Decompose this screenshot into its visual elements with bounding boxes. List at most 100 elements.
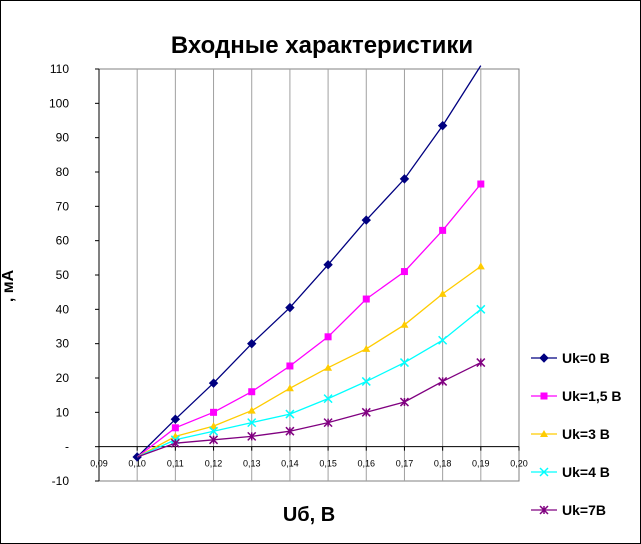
x-tick-label: 0,12 bbox=[205, 459, 223, 469]
series-line bbox=[136, 308, 482, 458]
series-line bbox=[136, 183, 482, 458]
series-3 bbox=[136, 262, 485, 458]
data-point bbox=[323, 418, 333, 428]
data-point bbox=[361, 407, 371, 417]
data-point bbox=[170, 414, 181, 424]
y-tick-label: 50 bbox=[56, 268, 70, 282]
legend-item: Uk=7В bbox=[531, 502, 606, 518]
data-point bbox=[438, 376, 448, 386]
data-point bbox=[285, 384, 294, 392]
data-point bbox=[210, 408, 218, 416]
legend-item: Uk=4 В bbox=[531, 464, 610, 480]
y-tick-label: - bbox=[65, 440, 69, 454]
data-point bbox=[247, 338, 257, 349]
data-point bbox=[399, 358, 409, 368]
series-line bbox=[136, 265, 482, 458]
data-point bbox=[400, 268, 408, 276]
data-point bbox=[438, 335, 448, 345]
data-point bbox=[248, 388, 256, 396]
data-point bbox=[540, 430, 548, 437]
data-point bbox=[170, 438, 180, 448]
x-tick-label: 0,11 bbox=[167, 459, 184, 469]
legend: Uk=0 В Uk=1,5 В Uk=3 В Uk=4 В Uk=7В bbox=[531, 350, 622, 518]
y-tick-label: 110 bbox=[50, 62, 69, 76]
data-point bbox=[476, 262, 485, 270]
x-tick-label: 0,13 bbox=[243, 459, 261, 469]
data-point bbox=[362, 344, 371, 352]
x-tick-label: 0,14 bbox=[281, 459, 299, 469]
legend-label: Uk=4 В bbox=[562, 464, 610, 480]
series-line bbox=[136, 362, 482, 458]
grid-lines bbox=[136, 69, 482, 481]
chart-title: Входные характеристики bbox=[171, 32, 473, 59]
x-tick-label: 0,18 bbox=[434, 459, 452, 469]
data-point bbox=[539, 353, 549, 363]
data-point bbox=[323, 259, 333, 270]
data-point bbox=[477, 180, 485, 188]
y-tick-label: 20 bbox=[56, 371, 70, 385]
legend-label: Uk=3 В bbox=[562, 426, 610, 442]
data-point bbox=[324, 333, 332, 341]
data-point bbox=[362, 295, 370, 303]
data-point bbox=[247, 431, 257, 441]
data-point bbox=[209, 422, 218, 430]
data-point bbox=[208, 378, 219, 388]
data-point bbox=[361, 376, 371, 386]
y-tick-label: 100 bbox=[49, 96, 69, 110]
data-point bbox=[209, 435, 219, 445]
plot-area bbox=[98, 68, 520, 482]
data-point bbox=[247, 418, 257, 428]
x-tick-label: 0,20 bbox=[510, 459, 528, 469]
x-tick-label: 0,17 bbox=[396, 459, 414, 469]
data-point bbox=[285, 409, 295, 419]
data-point bbox=[247, 406, 256, 414]
data-point bbox=[171, 424, 179, 432]
data-point bbox=[324, 363, 333, 371]
data-point bbox=[400, 320, 409, 328]
y-tick-label: 10 bbox=[56, 405, 70, 419]
data-point bbox=[285, 302, 295, 313]
y-tick-label: 30 bbox=[56, 337, 70, 351]
x-tick-label: 0,19 bbox=[472, 459, 490, 469]
data-point bbox=[439, 226, 447, 234]
data-point bbox=[437, 120, 448, 131]
x-tick-labels: 0,09 0,10 0,11 0,12 0,13 0,14 0,15 0,16 0,17 0,18… bbox=[90, 459, 528, 469]
x-tick-label: 0,16 bbox=[358, 459, 376, 469]
y-tick-label: 90 bbox=[56, 131, 70, 145]
x-tick-label: 0,09 bbox=[90, 459, 108, 469]
legend-label: Uk=0 В bbox=[562, 350, 610, 366]
x-tick-label: 0,15 bbox=[319, 459, 337, 469]
data-point bbox=[399, 397, 409, 407]
series-lines bbox=[132, 65, 486, 462]
data-point bbox=[476, 304, 486, 314]
y-tick-label: 70 bbox=[56, 199, 70, 213]
data-point bbox=[323, 394, 333, 404]
series-2 bbox=[136, 180, 485, 458]
series-line bbox=[136, 65, 482, 458]
y-axis-label: , мА bbox=[1, 269, 17, 302]
data-point bbox=[438, 289, 447, 297]
data-point bbox=[286, 362, 294, 370]
y-tick-label: 80 bbox=[56, 165, 70, 179]
y-tick-label: 60 bbox=[56, 234, 70, 248]
legend-item: Uk=1,5 В bbox=[531, 388, 622, 404]
data-point bbox=[399, 174, 410, 184]
y-tick-label: 40 bbox=[56, 302, 70, 316]
x-axis-label: Uб, В bbox=[283, 504, 335, 526]
legend-item: Uk=0 В bbox=[531, 350, 610, 366]
data-point bbox=[361, 215, 371, 225]
data-point bbox=[209, 426, 219, 436]
legend-item: Uk=3 В bbox=[531, 426, 610, 442]
series-1 bbox=[132, 65, 482, 462]
axes bbox=[95, 68, 520, 482]
legend-label: Uk=1,5 В bbox=[562, 388, 622, 404]
data-point bbox=[285, 426, 295, 436]
data-point bbox=[539, 505, 549, 515]
legend-label: Uk=7В bbox=[562, 502, 606, 518]
series-4 bbox=[136, 304, 486, 458]
x-tick-label: 0,10 bbox=[128, 459, 146, 469]
data-point bbox=[476, 358, 486, 368]
